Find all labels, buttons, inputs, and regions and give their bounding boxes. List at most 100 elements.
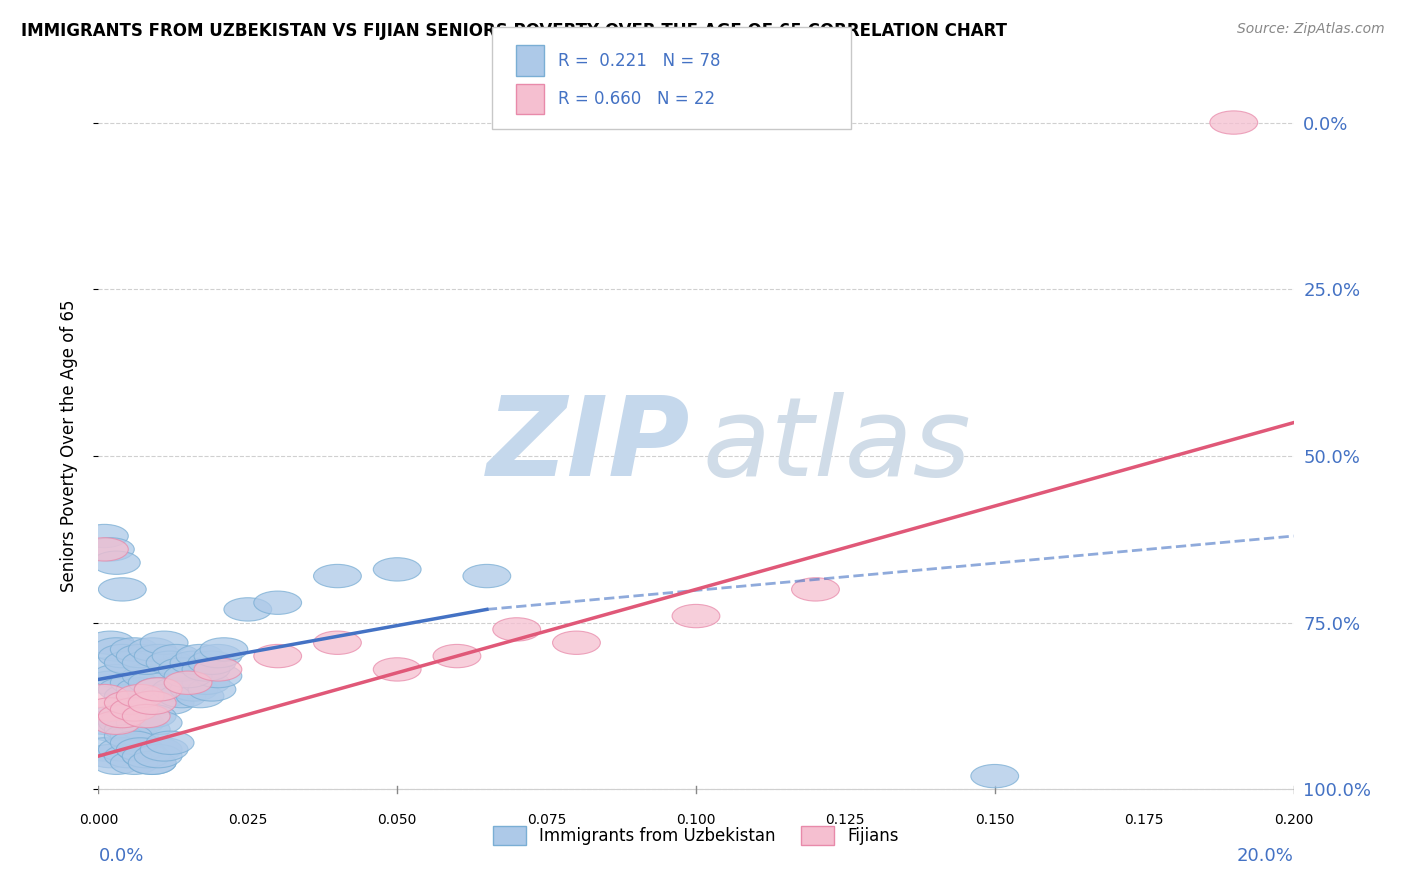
Ellipse shape	[93, 665, 141, 688]
Ellipse shape	[122, 718, 170, 741]
Ellipse shape	[80, 524, 128, 548]
Ellipse shape	[93, 751, 141, 774]
Ellipse shape	[80, 684, 128, 707]
Ellipse shape	[87, 631, 135, 655]
Ellipse shape	[122, 651, 170, 674]
Text: atlas: atlas	[702, 392, 970, 500]
Ellipse shape	[183, 657, 231, 681]
Ellipse shape	[122, 665, 170, 688]
Ellipse shape	[146, 731, 194, 755]
Ellipse shape	[165, 665, 212, 688]
Ellipse shape	[98, 705, 146, 728]
Ellipse shape	[104, 745, 152, 768]
Ellipse shape	[122, 705, 170, 728]
Ellipse shape	[188, 651, 236, 674]
Ellipse shape	[98, 578, 146, 601]
Ellipse shape	[672, 605, 720, 628]
Ellipse shape	[159, 684, 207, 707]
Ellipse shape	[111, 731, 159, 755]
Ellipse shape	[170, 651, 218, 674]
Ellipse shape	[104, 684, 152, 707]
Ellipse shape	[135, 745, 183, 768]
Ellipse shape	[128, 671, 176, 695]
Ellipse shape	[170, 678, 218, 701]
Ellipse shape	[135, 678, 183, 701]
Ellipse shape	[494, 618, 541, 641]
Ellipse shape	[194, 644, 242, 668]
Ellipse shape	[970, 764, 1019, 788]
Text: Source: ZipAtlas.com: Source: ZipAtlas.com	[1237, 22, 1385, 37]
Ellipse shape	[553, 631, 600, 655]
Ellipse shape	[1211, 111, 1258, 134]
Ellipse shape	[117, 738, 165, 761]
Ellipse shape	[433, 644, 481, 668]
Ellipse shape	[200, 638, 247, 661]
Ellipse shape	[104, 718, 152, 741]
Ellipse shape	[111, 751, 159, 774]
Ellipse shape	[117, 678, 165, 701]
Ellipse shape	[80, 738, 128, 761]
Text: R = 0.660   N = 22: R = 0.660 N = 22	[558, 90, 716, 108]
Ellipse shape	[122, 745, 170, 768]
Ellipse shape	[80, 657, 128, 681]
Legend: Immigrants from Uzbekistan, Fijians: Immigrants from Uzbekistan, Fijians	[486, 819, 905, 852]
Ellipse shape	[176, 644, 224, 668]
Ellipse shape	[314, 631, 361, 655]
Ellipse shape	[194, 657, 242, 681]
Text: 0.0%: 0.0%	[98, 847, 143, 865]
Ellipse shape	[194, 665, 242, 688]
Ellipse shape	[254, 591, 302, 615]
Ellipse shape	[254, 644, 302, 668]
Ellipse shape	[122, 745, 170, 768]
Ellipse shape	[165, 671, 212, 695]
Ellipse shape	[93, 705, 141, 728]
Y-axis label: Seniors Poverty Over the Age of 65: Seniors Poverty Over the Age of 65	[59, 300, 77, 592]
Ellipse shape	[111, 724, 159, 747]
Ellipse shape	[93, 638, 141, 661]
Ellipse shape	[98, 644, 146, 668]
Ellipse shape	[128, 638, 176, 661]
Ellipse shape	[87, 718, 135, 741]
Ellipse shape	[87, 698, 135, 721]
Ellipse shape	[128, 691, 176, 714]
Ellipse shape	[80, 711, 128, 734]
Ellipse shape	[135, 738, 183, 761]
Ellipse shape	[135, 644, 183, 668]
Text: R =  0.221   N = 78: R = 0.221 N = 78	[558, 52, 721, 70]
Text: IMMIGRANTS FROM UZBEKISTAN VS FIJIAN SENIORS POVERTY OVER THE AGE OF 65 CORRELAT: IMMIGRANTS FROM UZBEKISTAN VS FIJIAN SEN…	[21, 22, 1007, 40]
Ellipse shape	[117, 738, 165, 761]
Ellipse shape	[141, 631, 188, 655]
Ellipse shape	[111, 671, 159, 695]
Ellipse shape	[128, 705, 176, 728]
Ellipse shape	[111, 638, 159, 661]
Text: ZIP: ZIP	[486, 392, 690, 500]
Ellipse shape	[183, 671, 231, 695]
Ellipse shape	[87, 671, 135, 695]
Ellipse shape	[135, 711, 183, 734]
Ellipse shape	[146, 651, 194, 674]
Ellipse shape	[98, 711, 146, 734]
Ellipse shape	[165, 671, 212, 695]
Ellipse shape	[159, 657, 207, 681]
Ellipse shape	[117, 711, 165, 734]
Ellipse shape	[93, 551, 141, 574]
Ellipse shape	[128, 751, 176, 774]
Ellipse shape	[104, 651, 152, 674]
Ellipse shape	[117, 684, 165, 707]
Ellipse shape	[152, 644, 200, 668]
Ellipse shape	[176, 684, 224, 707]
Ellipse shape	[87, 745, 135, 768]
Ellipse shape	[104, 691, 152, 714]
Ellipse shape	[93, 711, 141, 734]
Ellipse shape	[314, 565, 361, 588]
Ellipse shape	[80, 538, 128, 561]
Ellipse shape	[374, 558, 422, 581]
Ellipse shape	[104, 724, 152, 747]
Ellipse shape	[87, 538, 135, 561]
Ellipse shape	[152, 678, 200, 701]
Ellipse shape	[98, 678, 146, 701]
Text: 20.0%: 20.0%	[1237, 847, 1294, 865]
Ellipse shape	[224, 598, 271, 621]
Ellipse shape	[188, 678, 236, 701]
Ellipse shape	[98, 738, 146, 761]
